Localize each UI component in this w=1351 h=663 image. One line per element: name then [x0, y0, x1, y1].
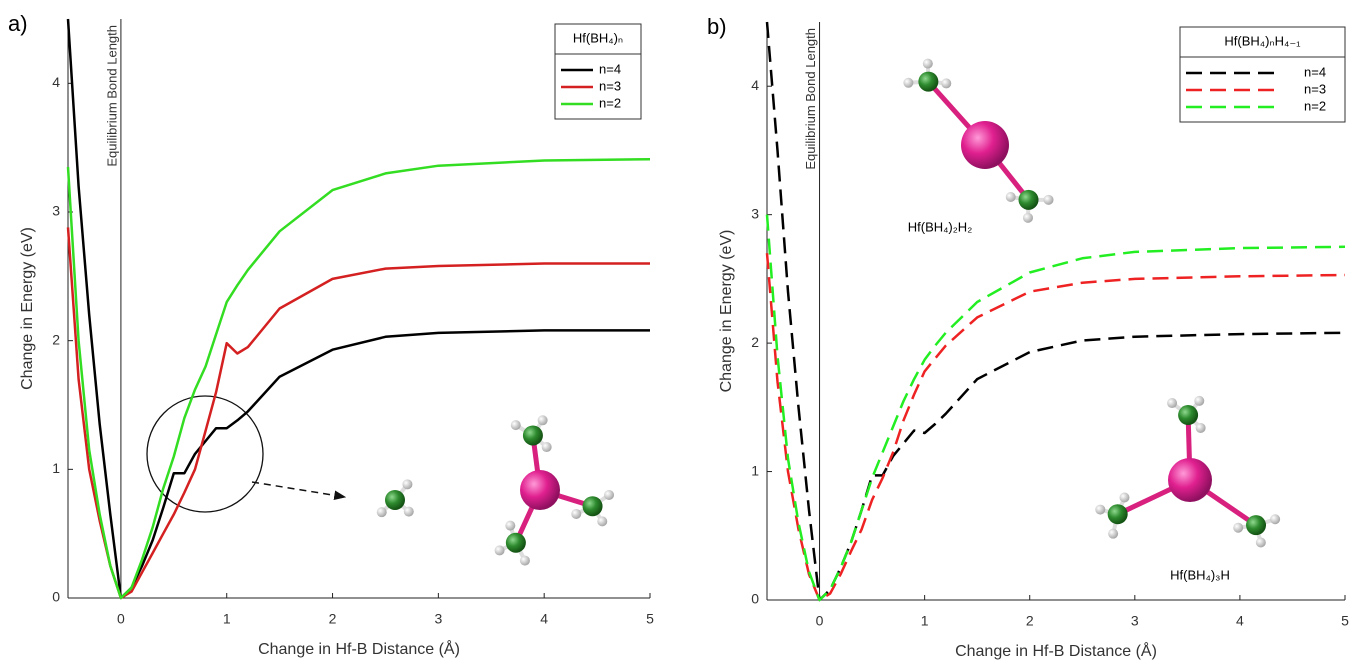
b-atom — [1108, 504, 1128, 524]
x-tick-label: 1 — [223, 611, 231, 627]
h-atom — [903, 78, 913, 88]
b-atom — [1019, 190, 1039, 210]
legend-title: Hf(BH₄)ₙH₄₋₁ — [1224, 33, 1301, 48]
h-atom — [1023, 213, 1033, 223]
molecule-label: Hf(BH₄)₃H — [1170, 567, 1230, 582]
h-atom — [511, 420, 521, 430]
h-atom — [1044, 195, 1054, 205]
series-line — [767, 253, 1345, 600]
b-atom — [1246, 515, 1266, 535]
y-tick-label: 3 — [751, 205, 759, 221]
x-tick-label: 5 — [646, 611, 654, 627]
arrow — [252, 482, 345, 497]
y-tick-label: 1 — [52, 460, 60, 476]
molecule-label: Hf(BH₄)₂H₂ — [908, 219, 973, 234]
h-atom — [941, 78, 951, 88]
x-tick-label: 0 — [117, 611, 125, 627]
y-tick-label: 0 — [751, 591, 759, 607]
h-atom — [402, 479, 412, 489]
h-atom — [1194, 396, 1204, 406]
hf-atom — [961, 121, 1009, 169]
h-atom — [1119, 493, 1129, 503]
y-tick-label: 1 — [751, 462, 759, 478]
h-atom — [923, 59, 933, 69]
legend-label: n=2 — [1304, 98, 1326, 113]
h-atom — [495, 545, 505, 555]
h-atom — [1233, 523, 1243, 533]
legend-label: n=2 — [599, 95, 621, 110]
h-atom — [597, 516, 607, 526]
x-tick-label: 2 — [1026, 613, 1034, 629]
y-tick-label: 4 — [751, 77, 759, 93]
x-axis-label: Change in Hf-B Distance (Å) — [955, 641, 1157, 660]
x-axis-label: Change in Hf-B Distance (Å) — [258, 639, 460, 658]
h-atom — [1167, 398, 1177, 408]
figure: a) 0 1 2 3 4 0 1 2 3 4 5 Equilibrium Bond Length Chan… — [0, 0, 1351, 663]
h-atom — [505, 521, 515, 531]
x-tick-label: 4 — [1236, 613, 1244, 629]
hf-atom — [520, 470, 560, 510]
h-atom — [1270, 514, 1280, 524]
legend-label: n=4 — [599, 61, 621, 76]
equilibrium-label: Equilibrium Bond Length — [104, 25, 119, 167]
x-tick-label: 4 — [540, 611, 548, 627]
h-atom — [1095, 505, 1105, 515]
series-line — [68, 227, 650, 598]
h-atom — [1256, 538, 1266, 548]
y-axis-label: Change in Energy (eV) — [19, 227, 36, 390]
x-tick-label: 3 — [1131, 613, 1139, 629]
y-tick-label: 2 — [52, 331, 60, 347]
b-atom — [523, 425, 543, 445]
h-atom — [538, 415, 548, 425]
y-axis-label: Change in Energy (eV) — [718, 230, 735, 393]
y-tick-label: 0 — [52, 589, 60, 605]
panel-label: b) — [707, 14, 727, 39]
x-tick-label: 0 — [816, 613, 824, 629]
h-atom — [1196, 423, 1206, 433]
h-atom — [377, 507, 387, 517]
h-atom — [604, 490, 614, 500]
hf-atom — [1168, 458, 1212, 502]
equilibrium-label: Equilibrium Bond Length — [803, 28, 818, 170]
h-atom — [571, 509, 581, 519]
h-atom — [404, 507, 414, 517]
y-tick-label: 4 — [52, 74, 60, 90]
b-atom — [583, 496, 603, 516]
h-atom — [520, 556, 530, 566]
x-tick-label: 2 — [329, 611, 337, 627]
molecules — [377, 59, 1280, 566]
b-atom — [506, 533, 526, 553]
b-atom — [918, 72, 938, 92]
b-atom — [1178, 405, 1198, 425]
legend-title: Hf(BH₄)ₙ — [573, 30, 623, 45]
h-atom — [542, 442, 552, 452]
legend-label: n=4 — [1304, 64, 1326, 79]
h-atom — [1006, 192, 1016, 202]
h-atom — [1108, 529, 1118, 539]
legend-label: n=3 — [1304, 81, 1326, 96]
x-tick-label: 1 — [921, 613, 929, 629]
y-tick-label: 2 — [751, 334, 759, 350]
legend-label: n=3 — [599, 78, 621, 93]
x-tick-label: 3 — [434, 611, 442, 627]
b-atom — [385, 490, 405, 510]
x-tick-label: 5 — [1341, 613, 1349, 629]
y-tick-label: 3 — [52, 203, 60, 219]
panel-label: a) — [8, 11, 28, 36]
